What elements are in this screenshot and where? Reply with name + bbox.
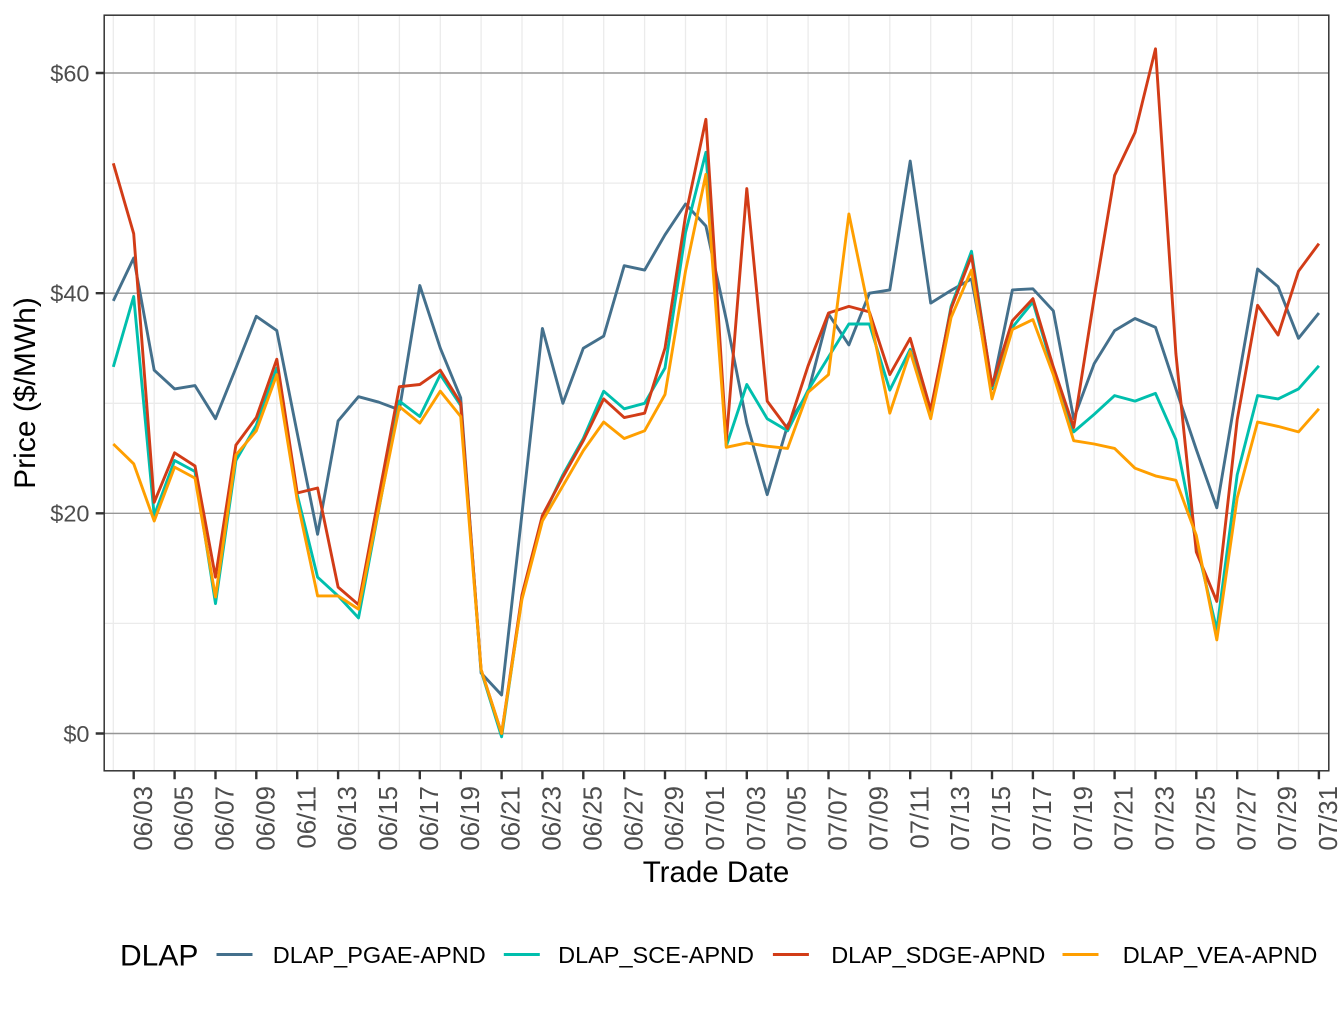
svg-text:DLAP_SCE-APND: DLAP_SCE-APND	[558, 942, 754, 968]
svg-text:07/11: 07/11	[906, 786, 934, 849]
svg-text:06/25: 06/25	[579, 786, 607, 851]
svg-text:06/29: 06/29	[661, 786, 689, 851]
svg-text:07/15: 07/15	[988, 786, 1016, 851]
svg-text:06/11: 06/11	[293, 786, 321, 849]
svg-text:07/09: 07/09	[866, 786, 894, 851]
svg-text:DLAP_PGAE-APND: DLAP_PGAE-APND	[273, 942, 486, 968]
svg-text:07/13: 07/13	[947, 786, 975, 851]
svg-text:07/25: 07/25	[1192, 786, 1220, 851]
svg-text:06/13: 06/13	[334, 786, 362, 851]
svg-text:DLAP_SDGE-APND: DLAP_SDGE-APND	[831, 942, 1045, 968]
svg-text:06/21: 06/21	[498, 786, 526, 851]
svg-text:$0: $0	[63, 721, 89, 747]
svg-text:07/05: 07/05	[784, 786, 812, 851]
svg-text:07/17: 07/17	[1029, 786, 1057, 851]
svg-text:DLAP_VEA-APND: DLAP_VEA-APND	[1123, 942, 1318, 968]
svg-text:07/29: 07/29	[1274, 786, 1302, 851]
svg-text:07/31: 07/31	[1315, 786, 1343, 851]
svg-text:07/03: 07/03	[743, 786, 771, 851]
svg-text:$40: $40	[50, 281, 89, 307]
svg-text:06/07: 06/07	[212, 786, 240, 851]
svg-text:$20: $20	[50, 501, 89, 527]
svg-text:06/23: 06/23	[539, 786, 567, 851]
svg-text:$60: $60	[50, 60, 89, 86]
svg-text:DLAP: DLAP	[120, 940, 198, 973]
svg-text:06/19: 06/19	[457, 786, 485, 851]
svg-text:Trade Date: Trade Date	[643, 856, 789, 889]
svg-text:07/27: 07/27	[1233, 786, 1261, 851]
svg-text:06/17: 06/17	[416, 786, 444, 851]
svg-text:07/21: 07/21	[1111, 786, 1139, 851]
svg-text:06/15: 06/15	[375, 786, 403, 851]
svg-text:07/01: 07/01	[702, 786, 730, 851]
svg-text:07/19: 07/19	[1070, 786, 1098, 851]
svg-text:Price ($/MWh): Price ($/MWh)	[9, 297, 42, 489]
svg-text:07/07: 07/07	[825, 786, 853, 851]
svg-text:07/23: 07/23	[1152, 786, 1180, 851]
svg-text:06/05: 06/05	[171, 786, 199, 851]
svg-text:06/03: 06/03	[130, 786, 158, 851]
svg-text:06/27: 06/27	[620, 786, 648, 851]
svg-text:06/09: 06/09	[252, 786, 280, 851]
